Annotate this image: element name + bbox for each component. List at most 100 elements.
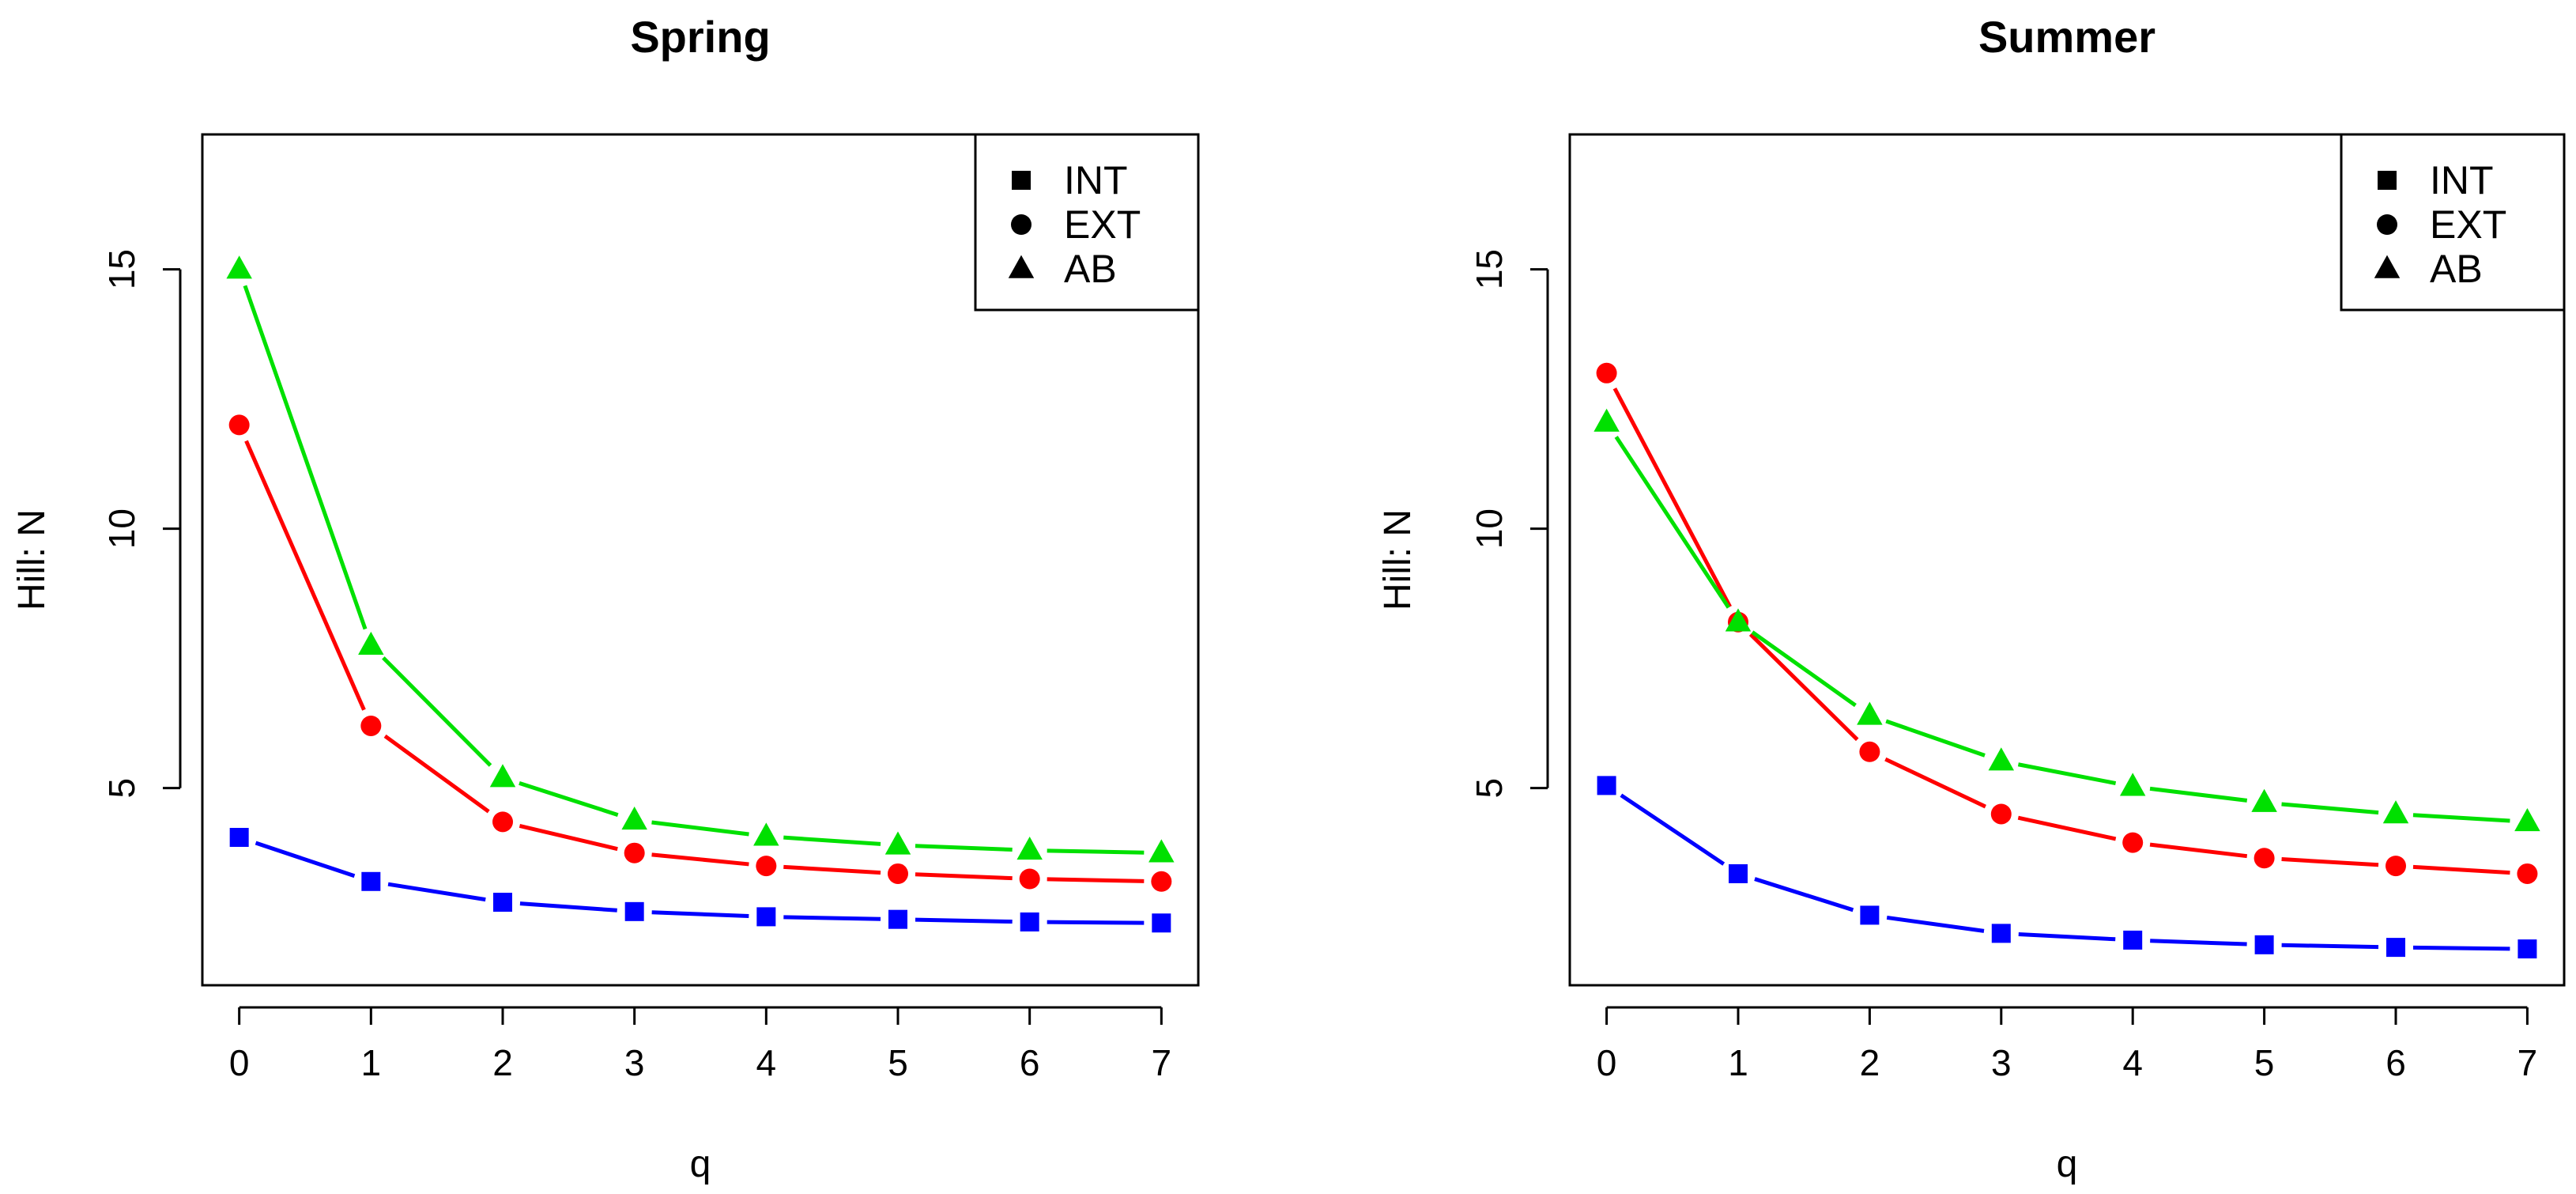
- series-line-segment: [2149, 842, 2248, 859]
- series-line-segment: [2281, 802, 2379, 815]
- y-tick-label: 15: [1469, 249, 1510, 289]
- legend-label: AB: [2430, 247, 2483, 291]
- x-tick-label: 1: [361, 1042, 382, 1083]
- x-tick-label: 7: [1152, 1042, 1172, 1083]
- y-axis-title: Hill: N: [1377, 509, 1419, 610]
- data-point: [489, 764, 516, 788]
- series-line-segment: [1047, 920, 1145, 925]
- legend-marker: [1008, 255, 1035, 278]
- series-line-segment: [1047, 848, 1145, 855]
- x-tick-label: 1: [1728, 1042, 1748, 1083]
- series-line-segment: [915, 872, 1013, 881]
- series-line-segment: [255, 841, 356, 878]
- data-point: [1016, 837, 1043, 860]
- legend-label: AB: [1064, 247, 1117, 291]
- data-point: [624, 842, 645, 863]
- data-point: [884, 831, 911, 855]
- data-point: [1151, 871, 1172, 892]
- data-point: [888, 909, 907, 929]
- data-point: [2386, 938, 2406, 958]
- series-line-segment: [2017, 762, 2117, 785]
- data-point: [2254, 935, 2274, 954]
- x-tick-label: 5: [2254, 1042, 2275, 1083]
- series-line-segment: [651, 820, 749, 837]
- x-tick-label: 2: [492, 1042, 513, 1083]
- x-tick-label: 0: [1597, 1042, 1617, 1083]
- series-ab: [226, 255, 1175, 863]
- series-line-segment: [2281, 857, 2379, 867]
- x-tick-label: 4: [2122, 1042, 2143, 1083]
- series-line-segment: [519, 780, 619, 817]
- series-line-segment: [915, 844, 1013, 852]
- x-tick-label: 3: [624, 1042, 645, 1083]
- legend-label: INT: [2430, 158, 2494, 202]
- x-tick-label: 6: [1020, 1042, 1040, 1083]
- series-line-segment: [2412, 813, 2510, 823]
- data-point: [1990, 803, 2012, 825]
- data-point: [229, 828, 249, 848]
- series-line-segment: [382, 656, 492, 767]
- series-int: [1597, 776, 2537, 959]
- data-point: [492, 811, 513, 833]
- legend-marker: [2377, 214, 2397, 235]
- series-line-segment: [383, 734, 490, 814]
- series-line-segment: [243, 285, 368, 630]
- chart-title: Spring: [630, 12, 770, 62]
- data-point: [360, 715, 382, 736]
- series-ab: [1593, 408, 2540, 832]
- data-point: [358, 631, 384, 656]
- series-line-segment: [1754, 877, 1854, 913]
- legend-marker: [2378, 171, 2397, 190]
- series-line-segment: [1884, 757, 1986, 809]
- series-line-segment: [783, 864, 881, 875]
- data-point: [1857, 701, 1883, 725]
- series-line-segment: [1047, 877, 1145, 883]
- series-line-segment: [783, 835, 881, 846]
- series-line-segment: [2150, 939, 2247, 947]
- x-tick-label: 2: [1860, 1042, 1880, 1083]
- series-line-segment: [2281, 943, 2379, 950]
- data-point: [1725, 608, 1752, 632]
- series-line-segment: [1612, 387, 1732, 608]
- plot-frame: [201, 133, 1200, 987]
- data-point: [2517, 863, 2538, 884]
- legend-label: INT: [1064, 158, 1128, 202]
- x-axis-title: q: [2057, 1143, 2078, 1185]
- data-point: [1152, 913, 1171, 933]
- data-point: [753, 822, 779, 846]
- x-tick-label: 0: [229, 1042, 250, 1083]
- data-point: [361, 871, 381, 891]
- y-axis-title: Hill: N: [11, 509, 53, 610]
- data-point: [493, 893, 512, 913]
- x-tick-label: 7: [2518, 1042, 2538, 1083]
- series-line-segment: [651, 910, 749, 919]
- series-line-segment: [244, 440, 366, 711]
- data-point: [228, 414, 250, 436]
- data-point: [1991, 924, 2011, 943]
- data-point: [2254, 848, 2275, 869]
- series-line-segment: [651, 852, 749, 867]
- data-point: [1860, 905, 1880, 925]
- series-line-segment: [1748, 633, 1859, 742]
- series-line-segment: [1620, 793, 1726, 866]
- data-point: [756, 856, 777, 877]
- data-point: [2251, 788, 2277, 812]
- plot-frame: [1568, 133, 2566, 987]
- series-int: [229, 828, 1171, 933]
- data-point: [621, 807, 647, 830]
- data-point: [1988, 747, 2015, 771]
- data-point: [2122, 832, 2144, 853]
- y-tick-label: 5: [1469, 778, 1510, 799]
- series-line-segment: [915, 917, 1013, 924]
- data-point: [1728, 863, 1748, 883]
- data-point: [1020, 912, 1039, 931]
- x-tick-label: 3: [1991, 1042, 2012, 1083]
- series-ext: [1596, 362, 2538, 884]
- data-point: [1596, 362, 1617, 384]
- series-line-segment: [2412, 945, 2510, 951]
- series-ext: [228, 414, 1172, 892]
